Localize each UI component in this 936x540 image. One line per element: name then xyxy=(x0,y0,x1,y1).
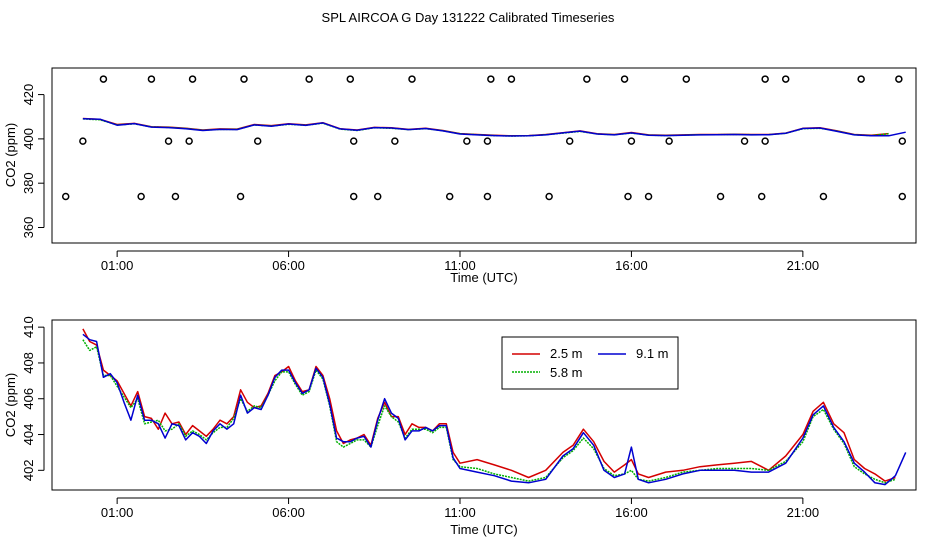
legend-box xyxy=(502,337,678,389)
x-tick-label: 01:00 xyxy=(101,258,134,273)
y-tick-label: 410 xyxy=(21,316,36,338)
x-tick-label: 11:00 xyxy=(444,505,476,520)
y-tick-label: 402 xyxy=(21,459,36,481)
legend: 2.5 m 9.1 m 5.8 m xyxy=(502,337,678,389)
y-tick-label: 420 xyxy=(21,84,36,106)
legend-label-2-5m: 2.5 m xyxy=(550,346,583,361)
x-tick-label: 16:00 xyxy=(615,505,648,520)
bottom-x-axis-label: Time (UTC) xyxy=(450,522,517,537)
y-tick-label: 360 xyxy=(21,217,36,239)
y-tick-label: 380 xyxy=(21,172,36,194)
y-tick-label: 404 xyxy=(21,424,36,446)
figure-title: SPL AIRCOA G Day 131222 Calibrated Times… xyxy=(322,10,615,25)
top-x-axis-label: Time (UTC) xyxy=(450,270,517,285)
bottom-y-axis-label: CO2 (ppm) xyxy=(3,373,18,437)
x-tick-label: 16:00 xyxy=(615,258,648,273)
top-y-axis-label: CO2 (ppm) xyxy=(3,123,18,187)
x-tick-label: 06:00 xyxy=(272,505,305,520)
x-tick-label: 06:00 xyxy=(272,258,305,273)
legend-label-5-8m: 5.8 m xyxy=(550,365,583,380)
legend-label-9-1m: 9.1 m xyxy=(636,346,669,361)
y-tick-label: 406 xyxy=(21,388,36,410)
x-tick-label: 01:00 xyxy=(101,505,134,520)
y-tick-label: 408 xyxy=(21,352,36,374)
y-tick-label: 400 xyxy=(21,128,36,150)
x-tick-label: 21:00 xyxy=(787,505,820,520)
x-tick-label: 21:00 xyxy=(787,258,820,273)
